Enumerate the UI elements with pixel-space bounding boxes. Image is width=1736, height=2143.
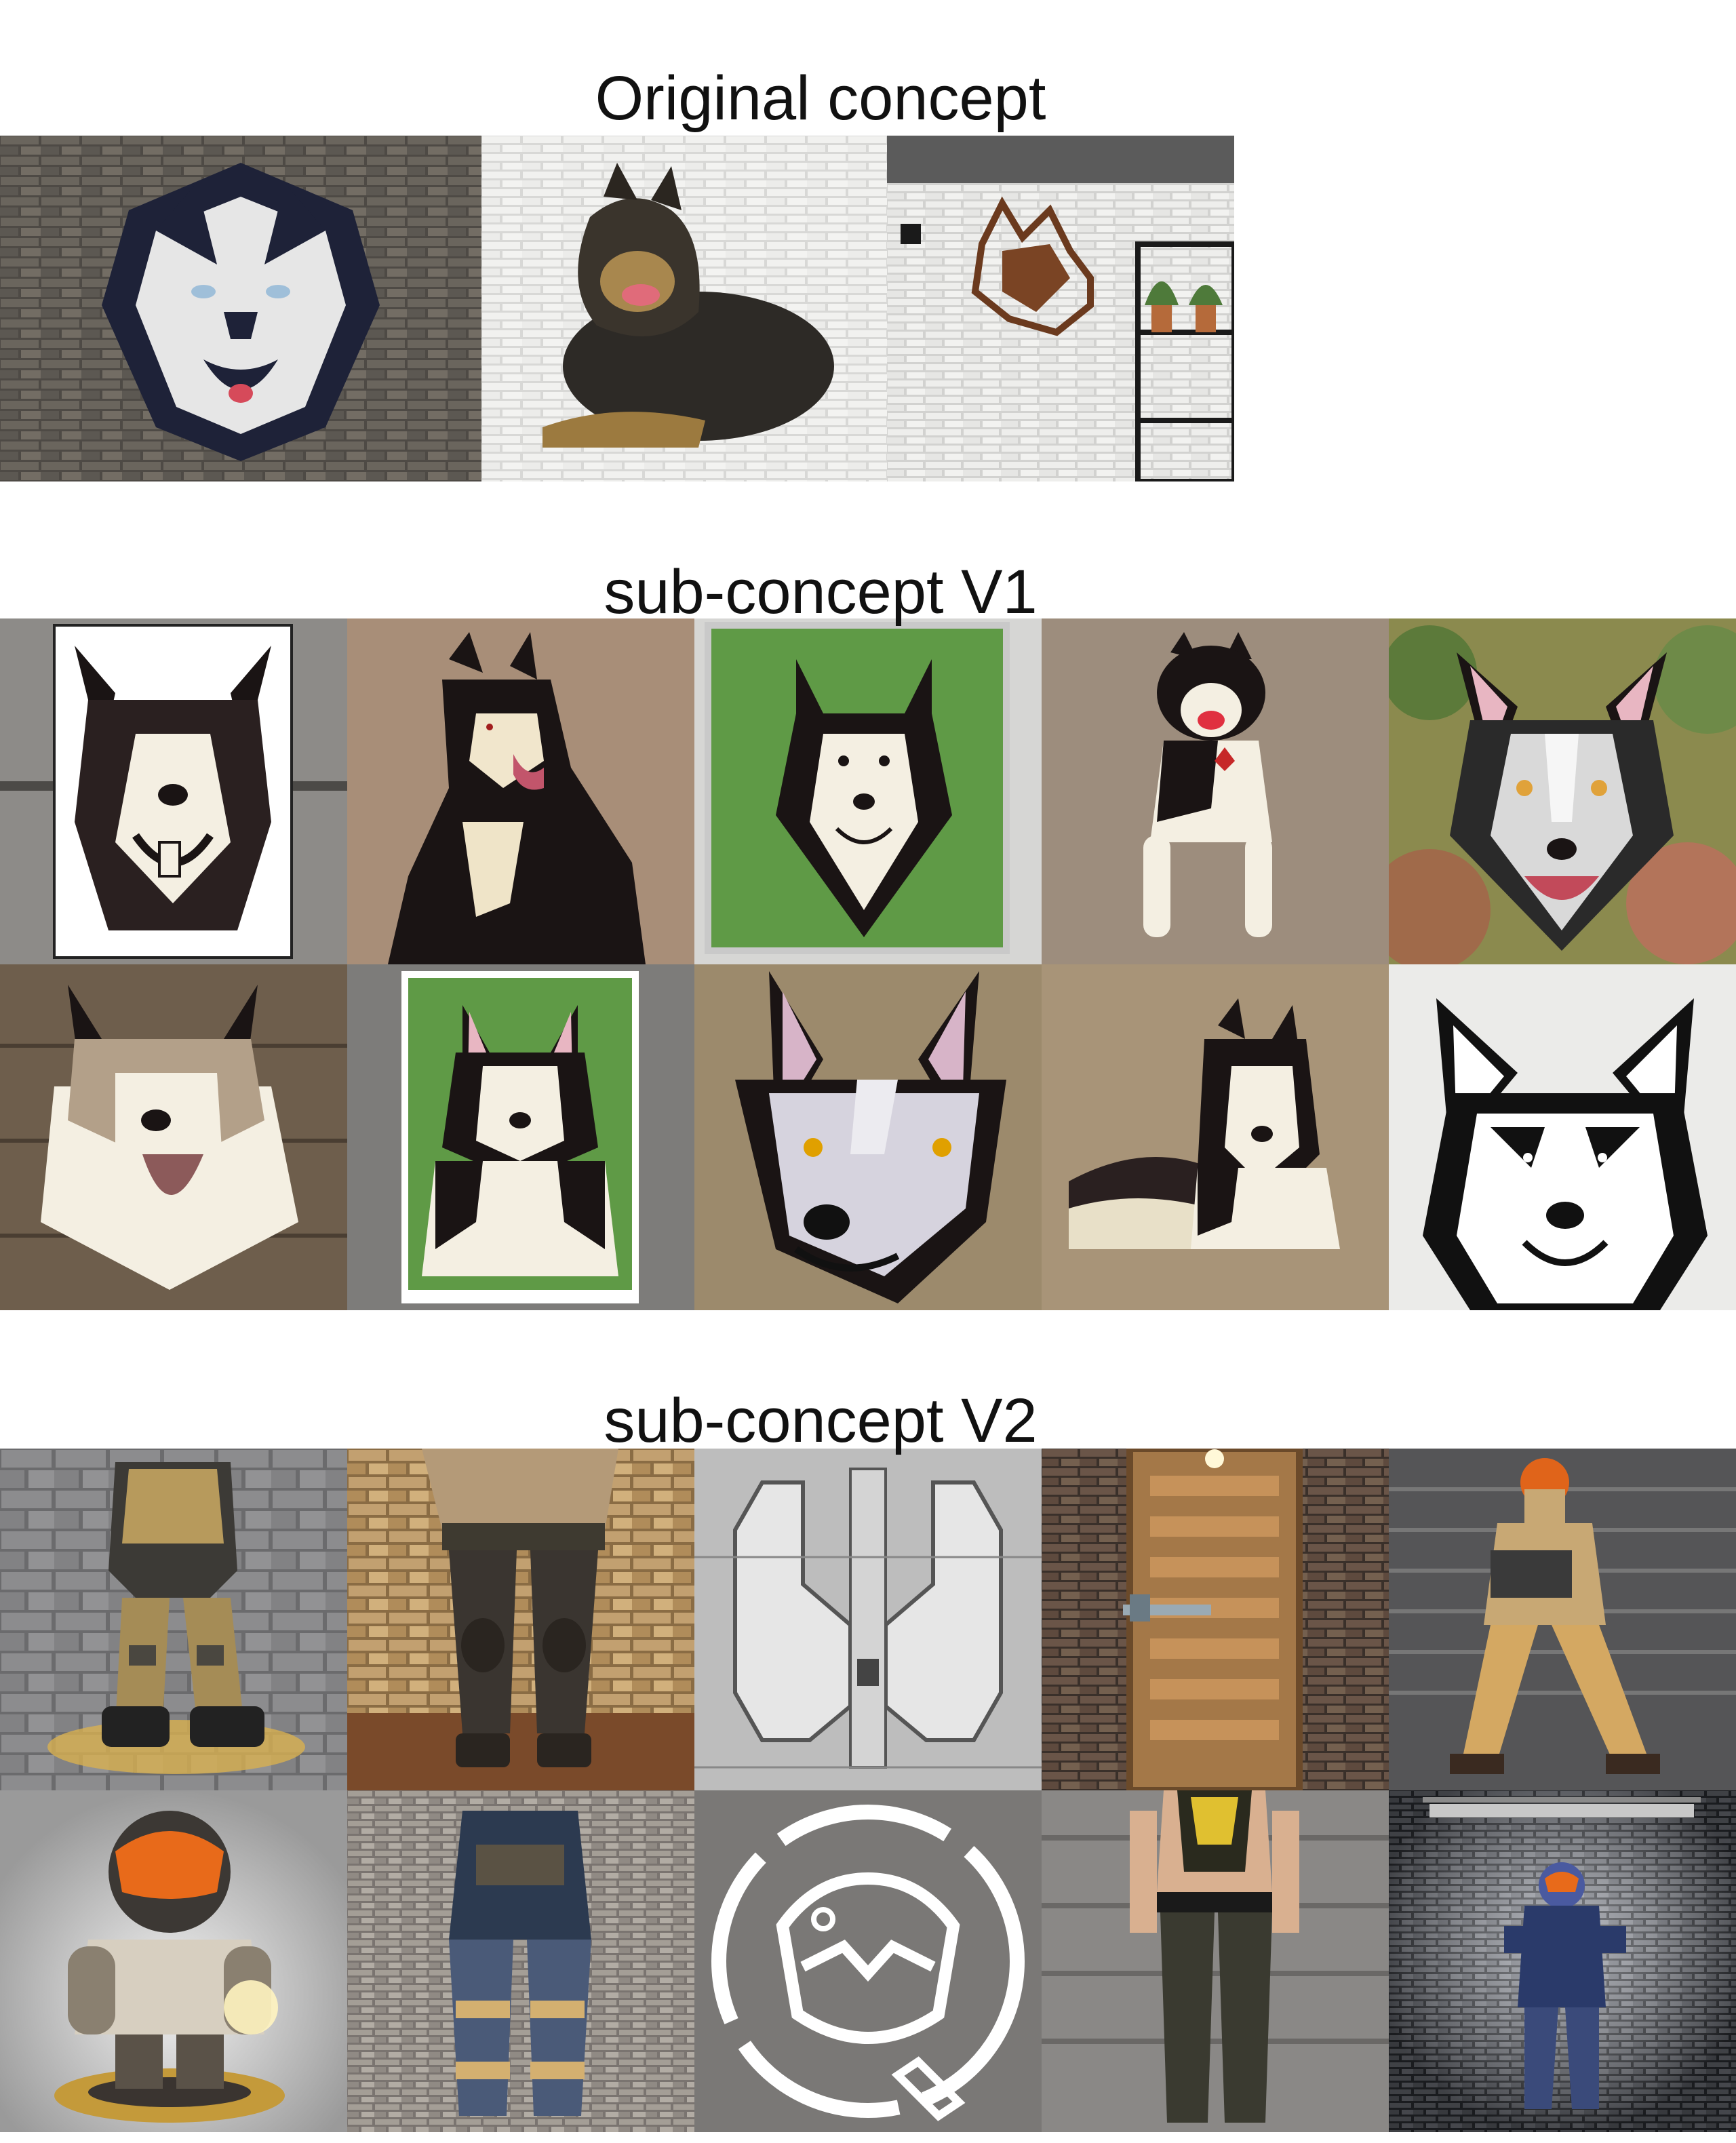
v1-image-4: [1042, 618, 1389, 964]
v2-image-10: [1389, 1790, 1736, 2132]
section-heading-original: Original concept: [595, 64, 1046, 133]
v1-image-3: [694, 618, 1042, 964]
v1-image-5: [1389, 618, 1736, 964]
v2-image-2: [347, 1449, 694, 1790]
v2-image-7: [347, 1790, 694, 2132]
v2-image-5: [1389, 1449, 1736, 1790]
v1-image-10: [1389, 964, 1736, 1310]
v2-image-6: [0, 1790, 347, 2132]
v2-image-9: [1042, 1790, 1389, 2132]
section-heading-v1: sub-concept V1: [604, 557, 1038, 627]
v2-image-8: [694, 1790, 1042, 2132]
original-image-dog-painting-white-brick: [481, 136, 887, 481]
v1-image-1: [0, 618, 347, 964]
v1-image-7: [347, 964, 694, 1310]
v1-image-9: [1042, 964, 1389, 1310]
original-image-metal-husky-wall-art: [887, 136, 1234, 481]
v2-image-3: [694, 1449, 1042, 1790]
v2-image-4: [1042, 1449, 1389, 1790]
v1-image-2: [347, 618, 694, 964]
section-heading-v2: sub-concept V2: [604, 1386, 1038, 1455]
v1-image-6: [0, 964, 347, 1310]
original-image-husky-logo-brick: [0, 136, 481, 481]
v1-image-8: [694, 964, 1042, 1310]
v2-image-1: [0, 1449, 347, 1790]
